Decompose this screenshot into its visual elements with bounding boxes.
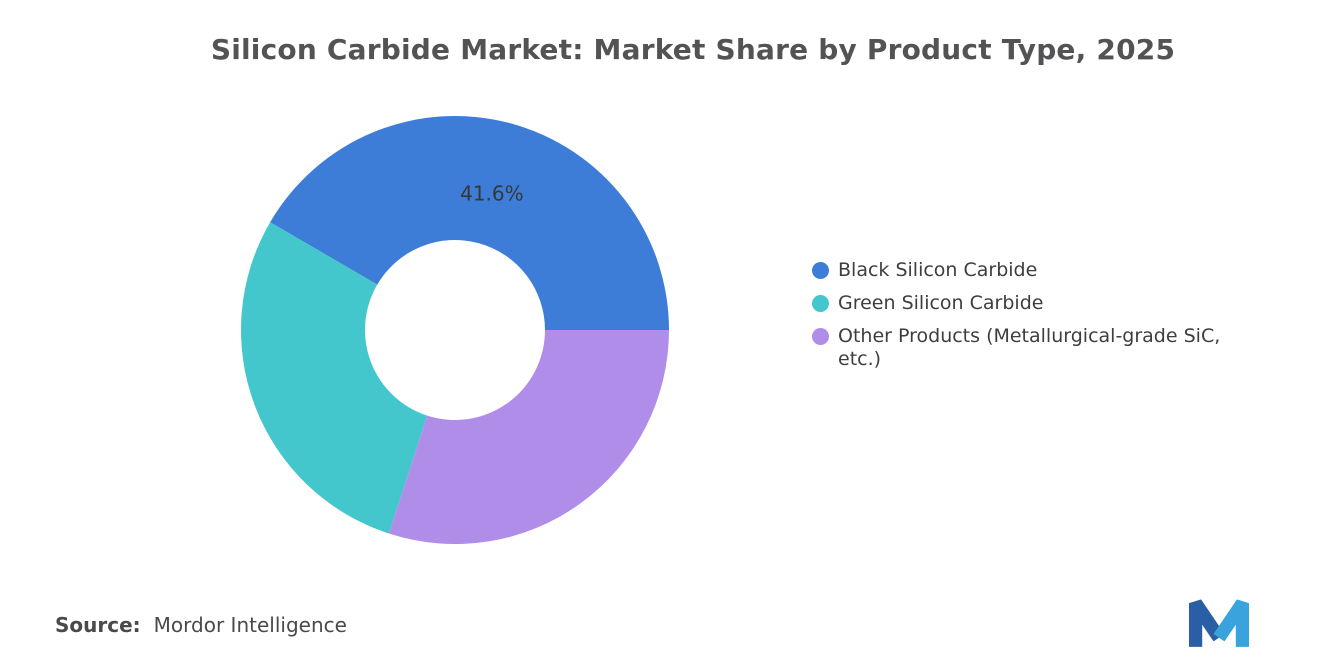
donut-slice-other-products[interactable] <box>388 330 669 544</box>
legend-item-black-silicon-carbide[interactable]: Black Silicon Carbide <box>812 259 1220 282</box>
legend-marker-other-products <box>812 328 829 345</box>
logo-right-stroke <box>1213 599 1250 647</box>
donut-slice-black-silicon-carbide[interactable] <box>270 116 669 331</box>
mordor-logo-icon <box>1188 599 1250 647</box>
chart-title: Silicon Carbide Market: Market Share by … <box>210 33 1176 66</box>
chart-legend: Black Silicon Carbide Green Silicon Carbi… <box>812 259 1220 371</box>
mordor-intelligence-logo <box>1188 596 1250 654</box>
donut-chart: 41.6% <box>225 100 685 560</box>
source-line: Source: Mordor Intelligence <box>55 613 347 637</box>
slice-data-label: 41.6% <box>460 182 524 206</box>
legend-label: Black Silicon Carbide <box>838 259 1038 281</box>
source-label: Source: <box>55 613 141 637</box>
legend-label: Green Silicon Carbide <box>838 292 1044 314</box>
logo-left-stroke <box>1188 599 1225 647</box>
legend-marker-black-silicon-carbide <box>812 262 829 279</box>
legend-item-other-products[interactable]: Other Products (Metallurgical-grade SiC,… <box>812 325 1220 371</box>
legend-item-green-silicon-carbide[interactable]: Green Silicon Carbide <box>812 292 1220 315</box>
donut-slice-green-silicon-carbide[interactable] <box>240 222 428 534</box>
legend-label: Other Products (Metallurgical-grade SiC,… <box>838 325 1221 370</box>
source-value: Mordor Intelligence <box>153 613 347 637</box>
legend-marker-green-silicon-carbide <box>812 295 829 312</box>
donut-chart-svg: 41.6% <box>240 116 669 544</box>
